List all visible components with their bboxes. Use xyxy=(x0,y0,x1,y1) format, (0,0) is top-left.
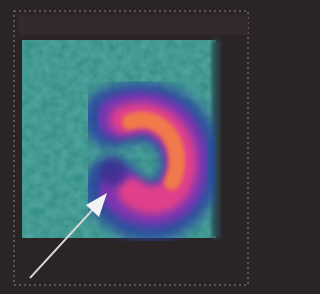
top-band xyxy=(18,15,248,35)
scan-image xyxy=(0,0,260,294)
page xyxy=(0,0,320,294)
